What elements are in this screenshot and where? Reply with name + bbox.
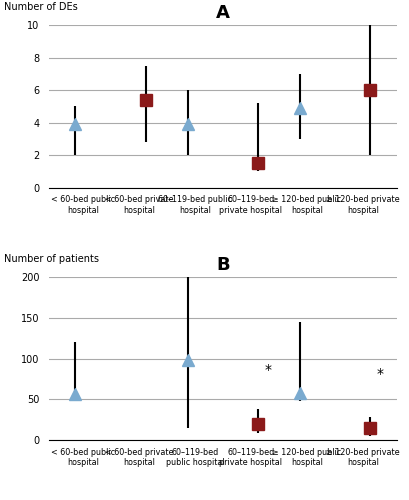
Text: Number of DEs: Number of DEs (4, 2, 78, 12)
Text: Number of patients: Number of patients (4, 254, 99, 264)
Title: A: A (216, 4, 230, 22)
Text: *: * (265, 363, 272, 377)
Title: B: B (216, 256, 230, 274)
Text: *: * (377, 367, 384, 381)
